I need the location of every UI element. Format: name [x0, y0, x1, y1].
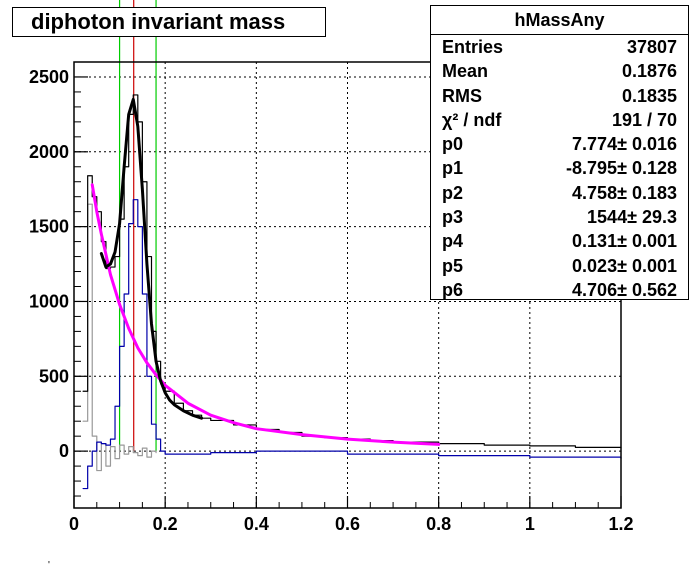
x-tick-label: 0.2: [153, 514, 178, 534]
stats-label: Entries: [442, 37, 504, 57]
x-tick-label: 0.6: [335, 514, 360, 534]
corner-mark: ': [48, 560, 50, 571]
plot-series: [82, 0, 622, 490]
stats-value: 37807: [626, 37, 677, 57]
x-tick-label: 1: [525, 514, 535, 534]
x-tick-label: 0.4: [244, 514, 269, 534]
series-fit-total: [99, 97, 204, 420]
stats-value: 191 / 70: [611, 109, 677, 130]
stats-row-p4: p4 0.131± 0.001: [431, 229, 688, 253]
stats-value: 1544± 29.3: [587, 207, 677, 228]
stats-label: p6: [442, 279, 464, 300]
stats-row-chi2: χ² / ndf 191 / 70: [431, 108, 688, 132]
stats-row-rms: RMS 0.1835: [431, 84, 688, 108]
stats-row-p6: p6 4.706± 0.562: [431, 278, 688, 302]
stats-row-p1: p1 -8.795± 0.128: [431, 156, 688, 180]
stats-value: 4.706± 0.562: [572, 279, 677, 300]
x-tick-label: 1.2: [608, 514, 633, 534]
stats-label: p4: [442, 231, 464, 252]
stats-value: 0.023± 0.001: [572, 255, 677, 276]
stats-label: Mean: [442, 61, 489, 82]
stats-label: p0: [442, 134, 464, 155]
y-tick-label: 0: [59, 441, 69, 461]
series-subtracted: [82, 199, 622, 490]
stats-row-entries: Entries 37807: [431, 35, 688, 59]
y-tick-label: 1500: [29, 217, 69, 237]
stats-label: p5: [442, 255, 464, 276]
y-tick-label: 2000: [29, 142, 69, 162]
chart-title: diphoton invariant mass: [12, 7, 326, 37]
stats-value: 4.758± 0.183: [572, 182, 677, 203]
stats-label: χ² / ndf: [442, 109, 502, 130]
stats-name: hMassAny: [431, 6, 688, 35]
stats-box: hMassAny Entries 37807 Mean 0.1876 RMS 0.18…: [430, 5, 689, 300]
x-tick-label: 0.8: [426, 514, 451, 534]
stats-row-p0: p0 7.774± 0.016: [431, 132, 688, 156]
y-tick-label: 1000: [29, 291, 69, 311]
stats-row-p5: p5 0.023± 0.001: [431, 254, 688, 278]
stats-label: p1: [442, 158, 464, 179]
stats-value: 0.1876: [621, 61, 677, 82]
stats-row-mean: Mean 0.1876: [431, 59, 688, 83]
stats-rows: Entries 37807 Mean 0.1876 RMS 0.1835 χ² / n…: [431, 35, 688, 302]
stats-value: -8.795± 0.128: [566, 158, 677, 179]
x-tick-label: 0: [69, 514, 79, 534]
axes: 0 0.2 0.4 0.6 0.8 1 1.2 0 500 1000 1500 2000 2500: [29, 61, 634, 534]
stats-value: 0.131± 0.001: [572, 231, 677, 252]
stats-label: p3: [442, 207, 464, 228]
stats-value: 0.1835: [621, 85, 677, 106]
y-tick-label: 500: [39, 366, 69, 386]
stats-label: p2: [442, 182, 464, 203]
stats-row-p2: p2 4.758± 0.183: [431, 181, 688, 205]
stats-label: RMS: [442, 85, 482, 106]
stats-row-p3: p3 1544± 29.3: [431, 205, 688, 229]
stats-value: 7.774± 0.016: [572, 134, 677, 155]
y-tick-label: 2500: [29, 67, 69, 87]
